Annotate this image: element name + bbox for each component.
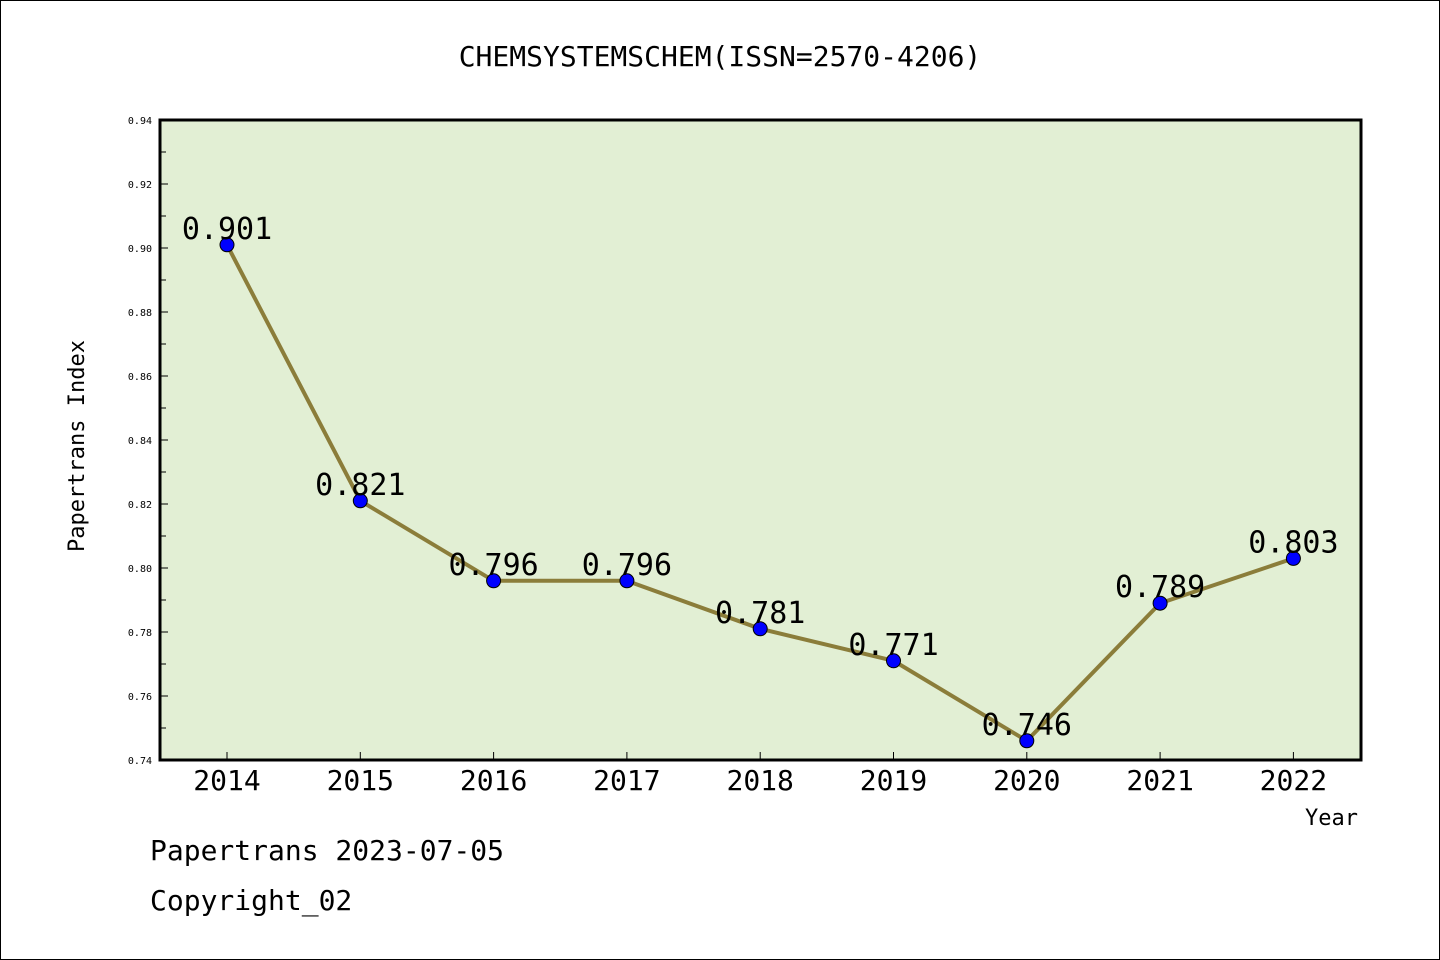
y-tick-label: 0.84: [128, 436, 152, 447]
data-label: 0.781: [715, 596, 805, 631]
data-label: 0.796: [582, 548, 672, 583]
y-tick-label: 0.80: [128, 564, 152, 575]
x-axis-label: Year: [1305, 806, 1358, 831]
data-point: [1019, 733, 1035, 749]
y-tick-label: 0.94: [128, 116, 152, 127]
data-point: [352, 493, 368, 509]
y-tick-label: 0.92: [128, 180, 152, 191]
x-tick-label: 2020: [993, 764, 1060, 797]
data-point: [219, 237, 235, 253]
x-axis: 2014 2015 2016 2017 2018 2019 2020 2021 2022: [193, 752, 1327, 797]
chart-title: CHEMSYSTEMSCHEM(ISSN=2570-4206): [459, 40, 982, 73]
y-tick-label: 0.82: [128, 500, 152, 511]
x-tick-label: 2022: [1260, 764, 1327, 797]
plot-area: [158, 118, 1363, 762]
y-tick-label: 0.78: [128, 628, 152, 639]
data-labels: 0.901 0.821 0.796 0.796 0.781 0.771 0.746 0.789…: [182, 212, 1339, 743]
y-tick-label: 0.74: [128, 756, 152, 767]
data-label: 0.901: [182, 212, 272, 247]
data-point: [752, 621, 768, 637]
data-point: [1285, 550, 1301, 566]
data-point: [486, 573, 502, 589]
data-point: [1152, 595, 1168, 611]
x-tick-label: 2016: [460, 764, 527, 797]
y-tick-label: 0.76: [128, 692, 152, 703]
x-tick-label: 2014: [193, 764, 260, 797]
y-tick-label: 0.90: [128, 244, 152, 255]
data-label: 0.796: [448, 548, 538, 583]
data-point: [619, 573, 635, 589]
data-label: 0.803: [1248, 525, 1338, 560]
y-axis-label: Papertrans Index: [65, 340, 90, 552]
data-label: 0.771: [848, 628, 938, 663]
data-label: 0.789: [1115, 570, 1205, 605]
y-axis: 0.74 0.76 0.78 0.80 0.82 0.84 0.86 0.88 0.90 0.92…: [128, 116, 168, 767]
y-tick-label: 0.86: [128, 372, 152, 383]
x-tick-label: 2018: [726, 764, 793, 797]
y-tick-label: 0.88: [128, 308, 152, 319]
data-point: [886, 653, 901, 669]
x-tick-label: 2015: [327, 764, 394, 797]
footer-copyright: Copyright_02: [150, 884, 353, 917]
x-tick-label: 2017: [593, 764, 660, 797]
data-label: 0.746: [982, 708, 1072, 743]
footer-date: Papertrans 2023-07-05: [150, 834, 505, 867]
data-points: [219, 237, 1301, 749]
data-label: 0.821: [315, 468, 405, 503]
x-tick-label: 2019: [860, 764, 927, 797]
x-tick-label: 2021: [1126, 764, 1193, 797]
